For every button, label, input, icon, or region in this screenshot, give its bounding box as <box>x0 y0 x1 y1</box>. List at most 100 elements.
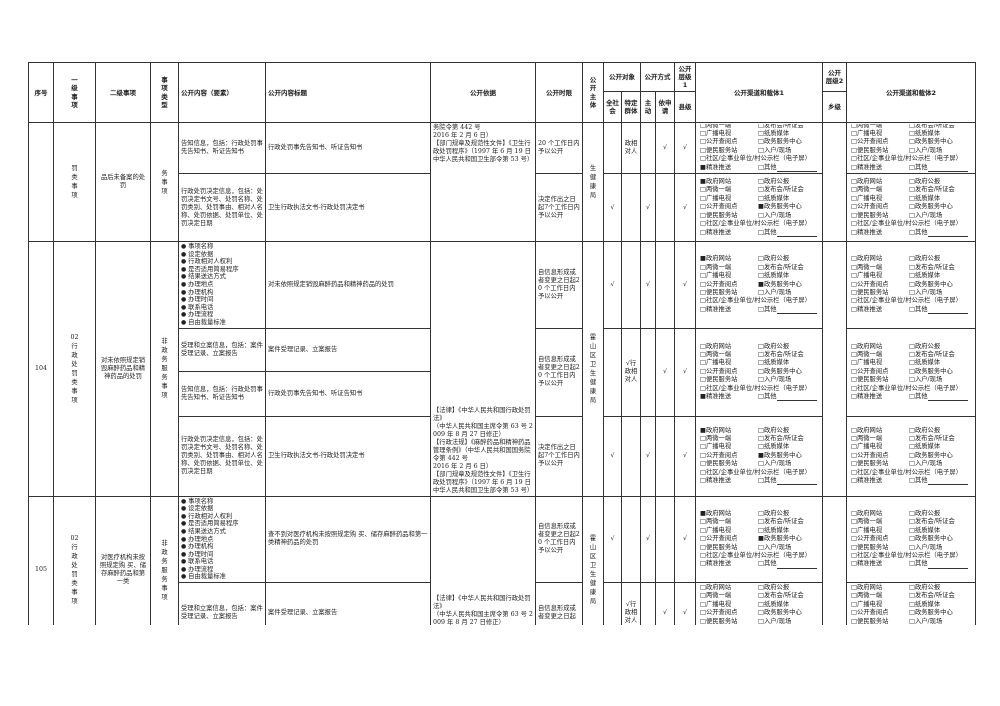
channel-option[interactable]: □社区/企事业单位/村公示栏（电子屏） <box>700 155 820 163</box>
channel-option[interactable]: □纸质媒体 <box>909 443 973 451</box>
channel-option[interactable]: □政府网站 <box>700 343 758 351</box>
channel-option[interactable]: □发布会/听证会 <box>909 351 973 359</box>
channel-option[interactable]: □精准推送 <box>700 560 758 568</box>
channel-option[interactable]: □精准推送 <box>851 306 909 314</box>
channel-option[interactable]: □社区/企事业单位/村公示栏（电子屏） <box>851 155 973 163</box>
channel-option[interactable]: □政务服务中心 <box>758 609 820 617</box>
channel-option[interactable]: □便民服务站 <box>851 289 909 297</box>
channel-option[interactable]: □广播电视 <box>700 443 758 451</box>
channel-option[interactable]: □两微一端 <box>700 518 758 526</box>
channel-option[interactable]: □发布会/听证会 <box>909 435 973 443</box>
channel-option[interactable]: □发布会/听证会 <box>909 186 973 194</box>
channel-option[interactable]: □政务服务中心 <box>909 281 973 289</box>
channel-option[interactable]: □政府公报 <box>758 510 820 518</box>
channel-option[interactable]: □政府公报 <box>758 255 820 263</box>
channel-option[interactable]: □发布会/听证会 <box>758 124 820 130</box>
channel-option[interactable]: ■政府网站 <box>700 427 758 435</box>
channel-option[interactable]: □入户/现场 <box>758 460 820 468</box>
channel-option[interactable]: □发布会/听证会 <box>758 592 820 600</box>
channel-option[interactable]: □两微一端 <box>851 435 909 443</box>
channel-option[interactable]: □精准推送 <box>851 477 909 485</box>
channel-option[interactable]: □公开查阅点 <box>851 138 909 146</box>
channel-option[interactable]: □发布会/听证会 <box>909 592 973 600</box>
channel-option[interactable]: □广播电视 <box>851 443 909 451</box>
channel-option[interactable]: □社区/企事业单位/村公示栏（电子屏） <box>700 552 820 560</box>
channel-option[interactable]: □入户/现场 <box>909 289 973 297</box>
channel-option[interactable]: □广播电视 <box>700 601 758 609</box>
channel-option[interactable]: □纸质媒体 <box>909 527 973 535</box>
channel-option[interactable]: □政府网站 <box>851 255 909 263</box>
channel-option[interactable]: ■政务服务中心 <box>758 452 820 460</box>
channel-option[interactable]: □公开查阅点 <box>851 452 909 460</box>
channel-option[interactable]: □政府公报 <box>758 343 820 351</box>
channel-option[interactable]: □公开查阅点 <box>851 609 909 617</box>
channel-option[interactable]: □政府网站 <box>700 584 758 592</box>
channel-option[interactable]: □社区/企事业单位/村公示栏（电子屏） <box>700 220 820 228</box>
channel-option[interactable]: □社区/企事业单位/村公示栏（电子屏） <box>700 385 820 393</box>
channel-option[interactable]: □纸质媒体 <box>909 601 973 609</box>
channel-option[interactable]: □其他 <box>758 393 820 402</box>
channel-option[interactable]: □社区/企事业单位/村公示栏（电子屏） <box>700 469 820 477</box>
channel-option[interactable]: □精准推送 <box>700 306 758 314</box>
channel-option[interactable]: □社区/企事业单位/村公示栏（电子屏） <box>700 297 820 305</box>
channel-option[interactable]: □入户/现场 <box>909 618 973 625</box>
channel-option[interactable]: ■政府网站 <box>700 178 758 186</box>
channel-option[interactable]: □两微一端 <box>851 592 909 600</box>
channel-option[interactable]: □社区/企事业单位/村公示栏（电子屏） <box>851 469 973 477</box>
channel-option[interactable]: □两微一端 <box>700 435 758 443</box>
channel-option[interactable]: □其他 <box>758 477 820 486</box>
channel-option[interactable]: □入户/现场 <box>909 376 973 384</box>
channel-option[interactable]: □发布会/听证会 <box>909 124 973 130</box>
channel-option[interactable]: □公开查阅点 <box>851 535 909 543</box>
channel-option[interactable]: □其他 <box>758 560 820 569</box>
channel-option[interactable]: □政务服务中心 <box>909 203 973 211</box>
channel-option[interactable]: □便民服务站 <box>700 618 758 625</box>
channel-option[interactable]: □精准推送 <box>700 477 758 485</box>
channel-option[interactable]: □纸质媒体 <box>909 272 973 280</box>
channel-option[interactable]: □两微一端 <box>851 186 909 194</box>
channel-option[interactable]: □公开查阅点 <box>851 203 909 211</box>
channel-option[interactable]: □政务服务中心 <box>909 368 973 376</box>
channel-option[interactable]: □其他 <box>909 306 973 315</box>
channel-option[interactable]: □便民服务站 <box>851 147 909 155</box>
channel-option[interactable]: □便民服务站 <box>700 147 758 155</box>
channel-option[interactable]: □政务服务中心 <box>909 609 973 617</box>
channel-option[interactable]: □入户/现场 <box>909 460 973 468</box>
channel-option[interactable]: □发布会/听证会 <box>758 186 820 194</box>
channel-option[interactable]: □入户/现场 <box>758 212 820 220</box>
channel-option[interactable]: □其他 <box>758 306 820 315</box>
channel-option[interactable]: ■政府网站 <box>700 510 758 518</box>
channel-option[interactable]: □广播电视 <box>700 272 758 280</box>
channel-option[interactable]: □公开查阅点 <box>700 535 758 543</box>
channel-option[interactable]: □入户/现场 <box>909 147 973 155</box>
channel-option[interactable]: □公开查阅点 <box>700 452 758 460</box>
channel-option[interactable]: □精准推送 <box>851 229 909 237</box>
channel-option[interactable]: □便民服务站 <box>851 376 909 384</box>
channel-option[interactable]: ■政府网站 <box>700 255 758 263</box>
channel-option[interactable]: □两微一端 <box>700 351 758 359</box>
channel-option[interactable]: □广播电视 <box>851 272 909 280</box>
channel-option[interactable]: □便民服务站 <box>700 460 758 468</box>
channel-option[interactable]: ■精准推送 <box>700 393 758 401</box>
channel-option[interactable]: □两微一端 <box>851 124 909 130</box>
channel-option[interactable]: □两微一端 <box>700 124 758 130</box>
channel-option[interactable]: □发布会/听证会 <box>909 518 973 526</box>
channel-option[interactable]: □纸质媒体 <box>909 359 973 367</box>
channel-option[interactable]: □两微一端 <box>700 186 758 194</box>
channel-option[interactable]: □纸质媒体 <box>758 601 820 609</box>
channel-option[interactable]: □广播电视 <box>851 359 909 367</box>
channel-option[interactable]: □公开查阅点 <box>700 203 758 211</box>
channel-option[interactable]: □纸质媒体 <box>758 272 820 280</box>
channel-option[interactable]: □广播电视 <box>700 527 758 535</box>
channel-option[interactable]: □便民服务站 <box>700 212 758 220</box>
channel-option[interactable]: □入户/现场 <box>909 212 973 220</box>
channel-option[interactable]: □便民服务站 <box>851 460 909 468</box>
channel-option[interactable]: □政府网站 <box>851 178 909 186</box>
channel-option[interactable]: □纸质媒体 <box>909 130 973 138</box>
channel-option[interactable]: □两微一端 <box>700 264 758 272</box>
channel-option[interactable]: □入户/现场 <box>758 289 820 297</box>
channel-option[interactable]: □政府公报 <box>909 510 973 518</box>
channel-option[interactable]: □政府公报 <box>758 427 820 435</box>
channel-option[interactable]: □纸质媒体 <box>758 527 820 535</box>
channel-option[interactable]: □发布会/听证会 <box>758 264 820 272</box>
